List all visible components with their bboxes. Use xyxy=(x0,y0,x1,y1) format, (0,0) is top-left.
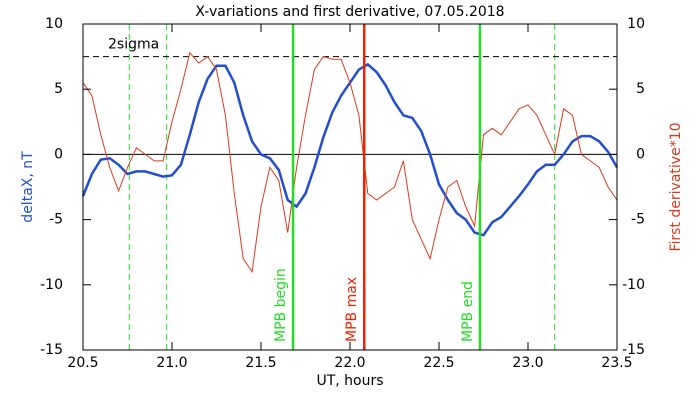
y-tick-label: -10 xyxy=(40,277,63,293)
x-tick-label: 22.5 xyxy=(423,355,454,371)
x-tick-label: 21.0 xyxy=(156,355,187,371)
y2-tick-label: -10 xyxy=(622,277,645,293)
x-tick-label: 23.5 xyxy=(601,355,632,371)
x-tick-label: 21.5 xyxy=(245,355,276,371)
y-tick-label: -5 xyxy=(49,212,63,228)
y-tick-label: 0 xyxy=(54,146,63,162)
y-tick-label: -15 xyxy=(40,342,63,358)
event-label: MPB max xyxy=(344,277,360,342)
y2-tick-label: 0 xyxy=(636,146,645,162)
y-axis-label: deltaX, nT xyxy=(20,151,36,223)
y2-tick-label: -15 xyxy=(622,342,645,358)
x-tick-label: 20.5 xyxy=(67,355,98,371)
event-label: MPB begin xyxy=(273,268,289,342)
series-line xyxy=(81,62,619,237)
y2-axis-label: First derivative*10 xyxy=(668,122,684,251)
y-tick-label: 10 xyxy=(45,16,63,32)
x-tick-label: 23.0 xyxy=(512,355,543,371)
y2-tick-label: 10 xyxy=(627,16,645,32)
series-line xyxy=(82,51,618,274)
chart-title: X-variations and first derivative, 07.05… xyxy=(195,4,504,20)
x-tick-label: 22.0 xyxy=(334,355,365,371)
event-label: MPB end xyxy=(460,281,476,342)
y-tick-label: 5 xyxy=(54,81,63,97)
y2-tick-label: 5 xyxy=(636,81,645,97)
sigma-label: 2sigma xyxy=(108,37,159,53)
y2-tick-label: -5 xyxy=(631,212,645,228)
x-axis-label: UT, hours xyxy=(316,373,383,389)
